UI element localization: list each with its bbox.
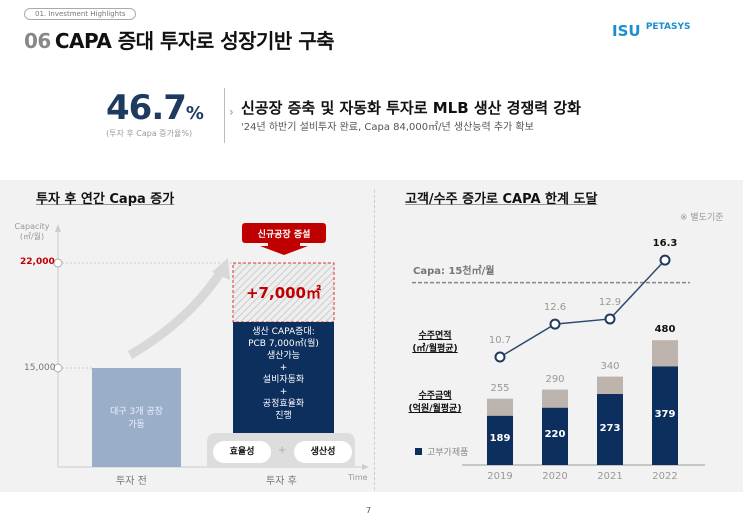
page-title: 06 CAPA 증대 투자로 성장기반 구축 xyxy=(24,25,335,54)
value: 46.7 xyxy=(106,88,187,128)
bar-after xyxy=(233,322,334,434)
area-value-label: 16.3 xyxy=(652,238,678,250)
logo-main: ISU xyxy=(612,22,641,40)
area-point-2022 xyxy=(659,254,671,266)
x-axis-label: Time xyxy=(348,473,368,482)
tick-marker xyxy=(53,258,63,268)
area-value-label: 12.9 xyxy=(598,296,622,308)
high-value-label: 273 xyxy=(599,422,621,434)
increase-label: +7,000㎡ xyxy=(245,284,321,302)
area-point-2019 xyxy=(494,351,506,363)
total-label: 480 xyxy=(654,324,676,336)
basis-note: ※ 별도기준 xyxy=(680,213,724,223)
x-axis-arrow xyxy=(362,464,369,470)
area-value-label: 10.7 xyxy=(488,335,512,346)
area-label: 수주면적 (㎡/월평균) xyxy=(400,328,470,354)
bar-high-value-2021 xyxy=(597,394,623,465)
line: 수주금액 xyxy=(418,391,452,401)
breadcrumb: 01. Investment Highlights xyxy=(24,8,137,20)
growth-arrow xyxy=(127,267,226,359)
line: 설비자동화 xyxy=(262,375,305,385)
down-arrow-icon xyxy=(260,243,308,255)
line: + xyxy=(279,363,288,373)
area-point-2020 xyxy=(549,318,561,330)
logo: ISU PETASYS xyxy=(612,22,690,40)
high-value-label: 220 xyxy=(544,429,566,441)
title-text: CAPA 증대 투자로 성장기반 구축 xyxy=(54,29,335,53)
divider xyxy=(224,88,225,143)
bar-increase-hatch xyxy=(232,262,335,323)
right-section-title: 고객/수주 증가로 CAPA 한계 도달 xyxy=(405,192,598,207)
y-axis-arrow xyxy=(55,224,61,232)
amount-label: 수주금액 (억원/월평균) xyxy=(400,388,470,414)
unit: % xyxy=(185,103,204,124)
x-label-after: 투자 후 xyxy=(266,476,297,487)
bar-high-value-2019 xyxy=(487,415,513,465)
line: + xyxy=(279,387,288,397)
bar-high-value-2022 xyxy=(652,366,678,465)
high-value-label: 189 xyxy=(489,433,511,445)
line: 생산 CAPA증대: xyxy=(252,327,315,337)
x-label-before: 투자 전 xyxy=(116,476,147,487)
tick-marker xyxy=(53,363,63,373)
x-tick-label: 2021 xyxy=(597,471,623,482)
bar-high-value-2020 xyxy=(542,407,568,465)
logo-sub: PETASYS xyxy=(645,22,691,32)
line: (㎡/월평균) xyxy=(412,344,458,354)
high-value-label: 379 xyxy=(654,408,676,420)
subline: '24년 하반기 설비투자 완료, Capa 84,000㎡/년 생산능력 추가… xyxy=(241,122,534,133)
area-point-2021 xyxy=(604,313,616,325)
y-unit: (㎡/월) xyxy=(19,232,45,241)
x-tick-label: 2019 xyxy=(487,471,513,482)
area-value-label: 12.6 xyxy=(543,302,567,314)
line: PCB 7,000㎡(월) xyxy=(248,339,319,349)
total-label: 340 xyxy=(600,360,620,372)
pill-efficiency: 효율성 xyxy=(213,441,271,463)
headline: 신공장 증축 및 자동화 투자로 MLB 생산 경쟁력 강화 xyxy=(241,99,581,117)
title-number: 06 xyxy=(24,29,51,53)
line: 대구 3개 공장 xyxy=(110,407,163,417)
line: 생산가능 xyxy=(266,351,301,361)
total-label: 255 xyxy=(490,382,510,394)
line: 공정효율화 xyxy=(262,399,305,409)
y-label: Capacity xyxy=(14,222,50,231)
total-label: 290 xyxy=(545,373,565,385)
x-tick-label: 2020 xyxy=(542,471,568,482)
area-line xyxy=(499,259,666,358)
new-factory-badge: 신규공장 증설 xyxy=(257,230,311,240)
legend-label: 고부가제품 xyxy=(427,448,469,458)
highlight-value: 46.7% xyxy=(106,88,204,128)
line: 진행 xyxy=(275,411,292,421)
line: 수주면적 xyxy=(418,331,452,341)
tick-22000: 22,000 xyxy=(20,257,55,267)
capa-label: Capa: 15천㎡/월 xyxy=(413,266,495,277)
highlight-caption: (투자 후 Capa 증가율%) xyxy=(106,129,193,138)
x-tick-label: 2022 xyxy=(652,471,678,482)
line: 가동 xyxy=(128,420,145,430)
legend-swatch xyxy=(415,448,422,455)
growth-arrow-head xyxy=(212,258,230,280)
y-axis-label: Capacity (㎡/월) xyxy=(12,222,52,242)
pill-productivity: 생산성 xyxy=(294,441,352,463)
pill-plus: + xyxy=(278,445,287,456)
badge-bg xyxy=(242,223,326,243)
legend: 고부가제품 xyxy=(415,445,468,458)
line: (억원/월평균) xyxy=(408,404,462,414)
bar-before xyxy=(92,368,181,467)
chevron-right-icon: › xyxy=(229,105,234,119)
page-number: 7 xyxy=(366,506,372,515)
tick-15000: 15,000 xyxy=(24,363,56,373)
left-section-title: 투자 후 연간 Capa 증가 xyxy=(36,192,175,207)
panel-divider xyxy=(374,190,375,490)
